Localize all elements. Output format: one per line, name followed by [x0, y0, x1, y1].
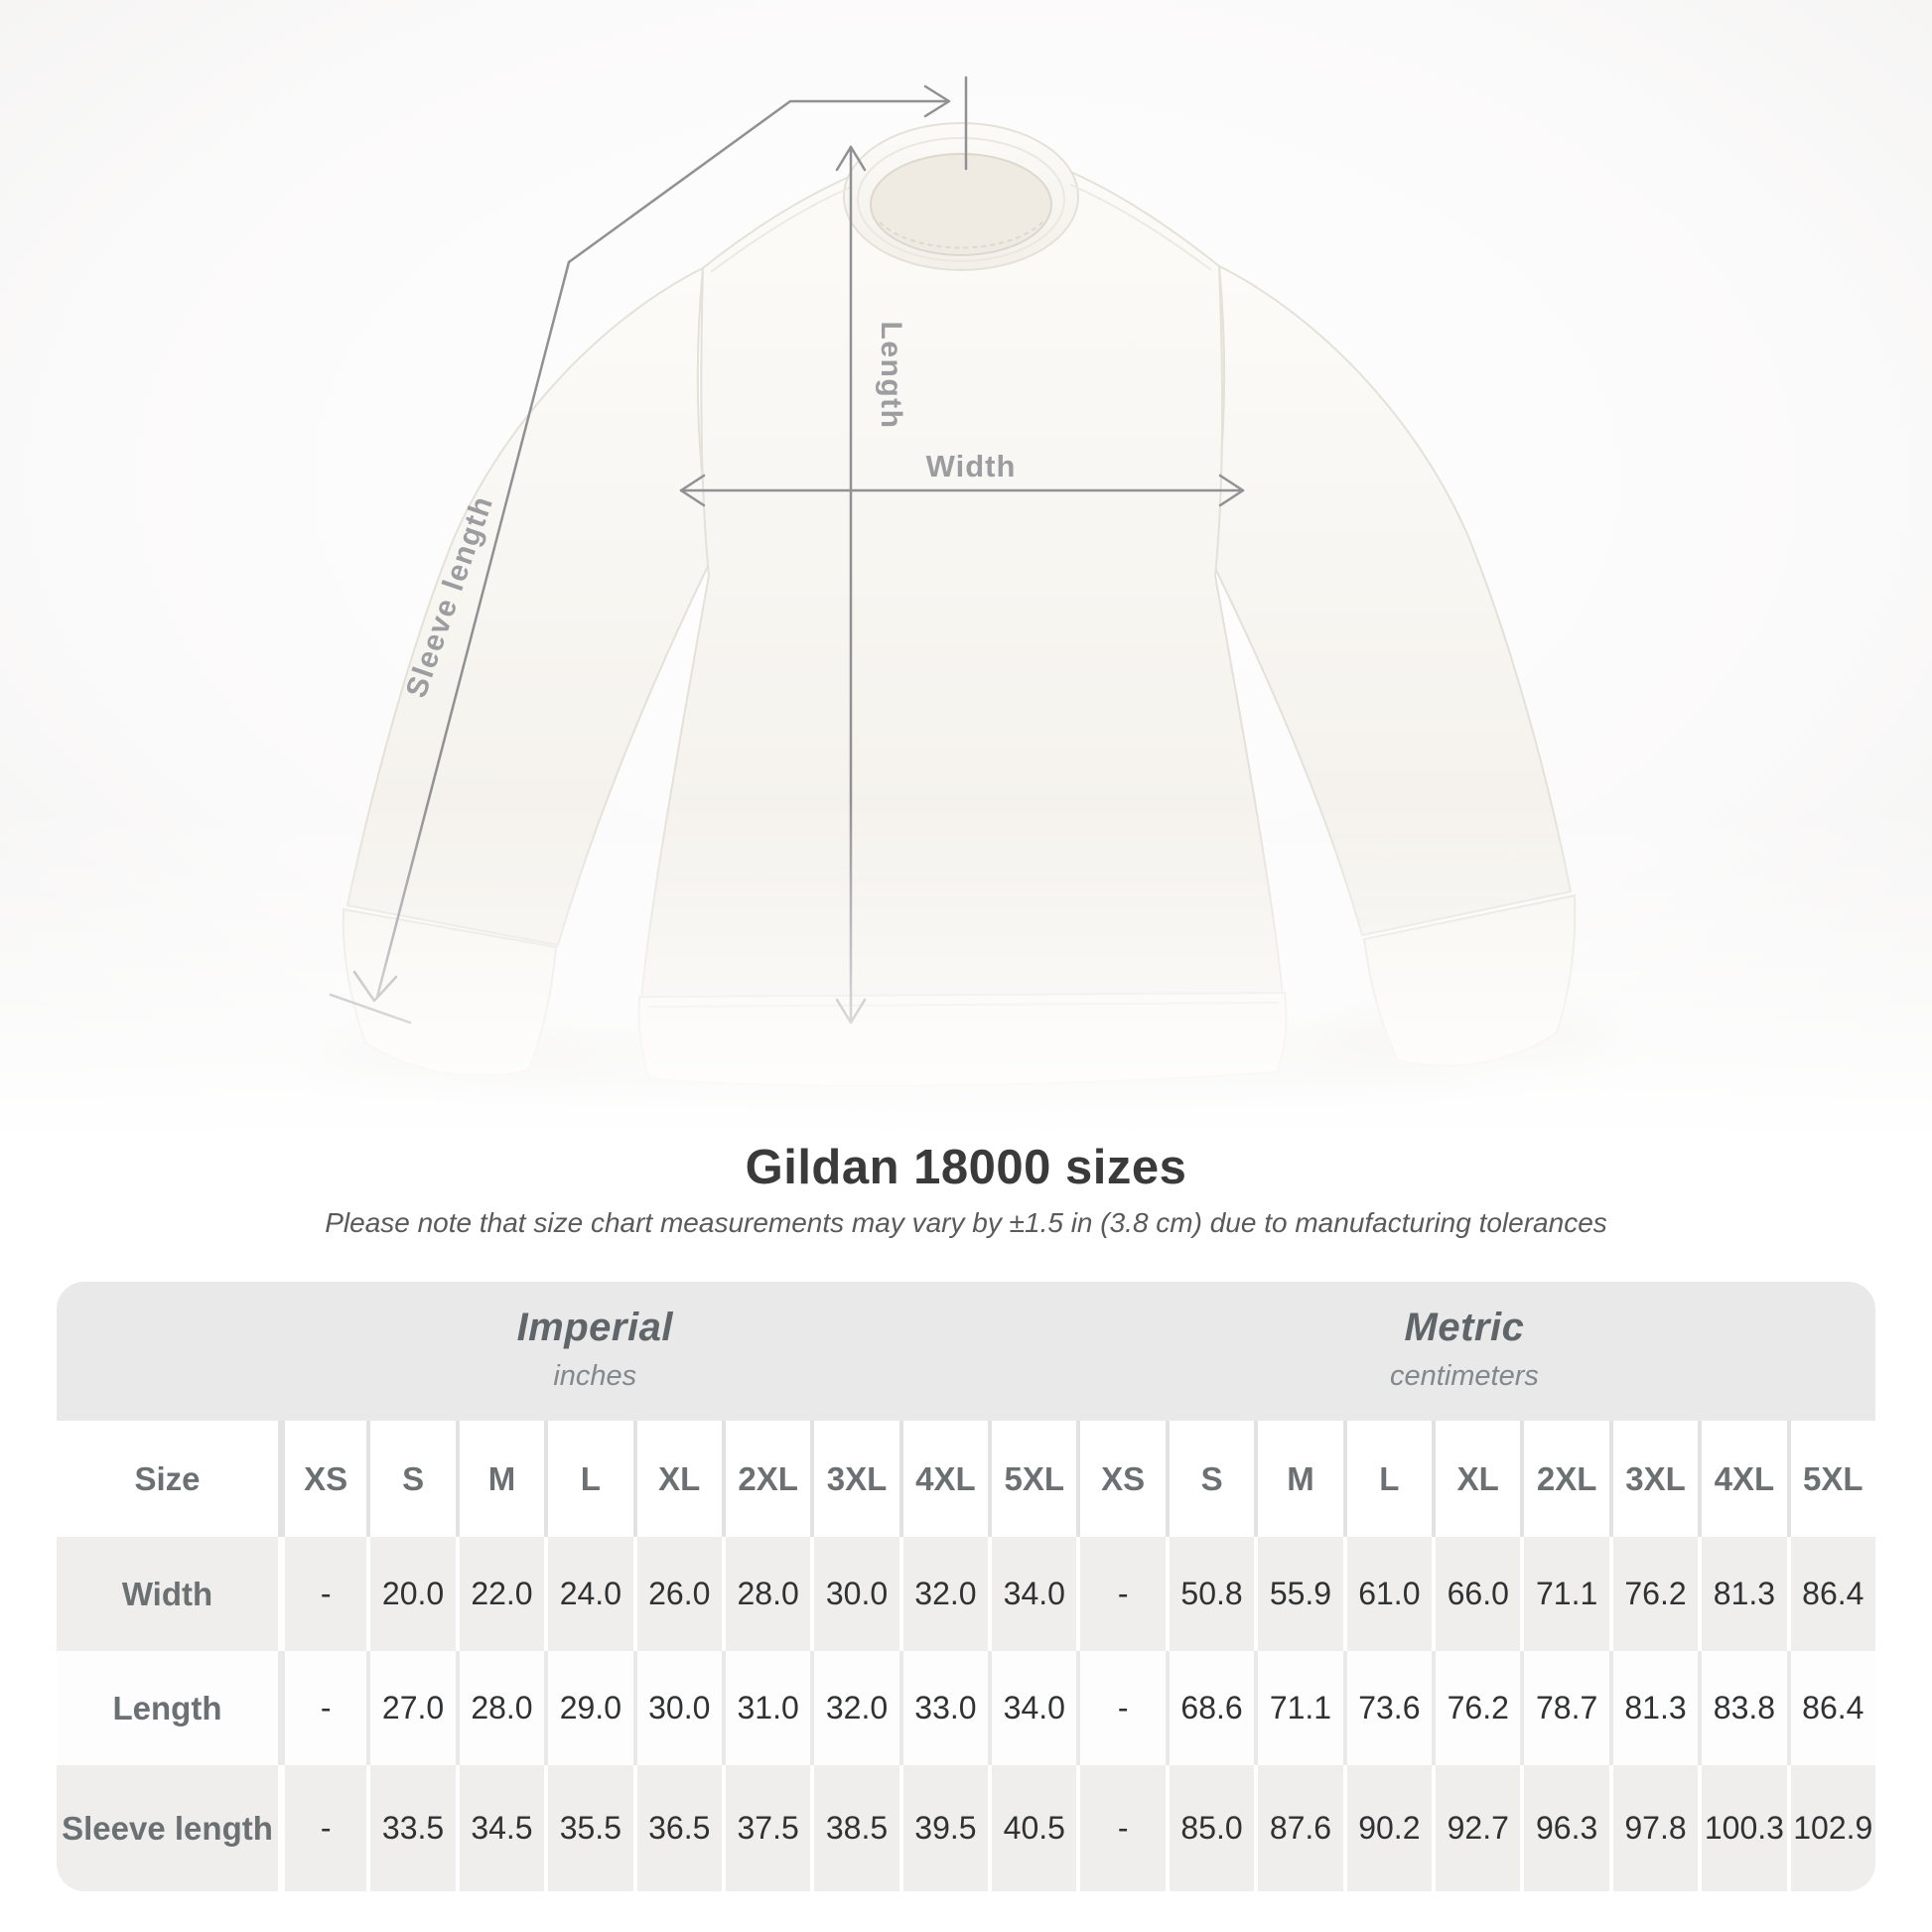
- value-cell: 102.9: [1786, 1765, 1875, 1891]
- column-header-l-metric: L: [1342, 1421, 1433, 1537]
- group-imperial: Imperial inches: [517, 1306, 673, 1393]
- value-cell: 34.5: [455, 1765, 545, 1891]
- column-header-m-metric: M: [1254, 1421, 1343, 1537]
- column-header-s-metric: S: [1165, 1421, 1255, 1537]
- value-cell: 30.0: [632, 1651, 722, 1765]
- value-cell: 73.6: [1342, 1651, 1433, 1765]
- size-grid: Size XS S M L XL 2XL 3XL 4XL 5XL XS S M L XL 2XL 3XL 4XL 5…: [57, 1421, 1875, 1891]
- value-cell: 34.0: [988, 1651, 1077, 1765]
- column-header-3xl-metric: 3XL: [1608, 1421, 1699, 1537]
- value-cell: -: [278, 1765, 367, 1891]
- value-cell: 33.5: [366, 1765, 456, 1891]
- backdrop-fade: [0, 0, 1932, 1142]
- group-metric: Metric centimeters: [1390, 1306, 1539, 1393]
- imperial-label: Imperial: [516, 1306, 673, 1349]
- value-cell: 81.3: [1608, 1651, 1699, 1765]
- value-cell: 32.0: [898, 1537, 989, 1651]
- row-label: Length: [57, 1651, 278, 1765]
- row-label: Width: [57, 1537, 278, 1651]
- column-header-2xl-metric: 2XL: [1520, 1421, 1609, 1537]
- sweatshirt-measurement-diagram: Length Width Sleeve length: [0, 0, 1932, 1142]
- value-cell: 35.5: [544, 1765, 633, 1891]
- value-cell: 87.6: [1254, 1765, 1343, 1891]
- value-cell: 97.8: [1608, 1765, 1699, 1891]
- value-cell: 85.0: [1165, 1765, 1255, 1891]
- value-cell: 50.8: [1165, 1537, 1255, 1651]
- metric-label: Metric: [1404, 1306, 1525, 1349]
- value-cell: 34.0: [988, 1537, 1077, 1651]
- column-header-4xl-imperial: 4XL: [898, 1421, 989, 1537]
- column-header-3xl-imperial: 3XL: [810, 1421, 899, 1537]
- value-cell: 86.4: [1786, 1651, 1875, 1765]
- value-cell: 100.3: [1698, 1765, 1787, 1891]
- column-header-m-imperial: M: [455, 1421, 545, 1537]
- value-cell: 66.0: [1432, 1537, 1521, 1651]
- value-cell: 33.0: [898, 1651, 989, 1765]
- value-cell: 37.5: [721, 1765, 811, 1891]
- column-header-4xl-metric: 4XL: [1698, 1421, 1787, 1537]
- value-cell: 28.0: [721, 1537, 811, 1651]
- column-header-2xl-imperial: 2XL: [721, 1421, 811, 1537]
- value-cell: 36.5: [632, 1765, 722, 1891]
- value-cell: 38.5: [810, 1765, 899, 1891]
- tolerance-note: Please note that size chart measurements…: [325, 1207, 1607, 1238]
- value-cell: 32.0: [810, 1651, 899, 1765]
- value-cell: 40.5: [988, 1765, 1077, 1891]
- value-cell: 76.2: [1432, 1651, 1521, 1765]
- column-header-5xl-metric: 5XL: [1786, 1421, 1875, 1537]
- column-header-xs-metric: XS: [1076, 1421, 1166, 1537]
- value-cell: 83.8: [1698, 1651, 1787, 1765]
- column-header-xl-imperial: XL: [632, 1421, 722, 1537]
- value-cell: 26.0: [632, 1537, 722, 1651]
- value-cell: 22.0: [455, 1537, 545, 1651]
- column-header-l-imperial: L: [544, 1421, 633, 1537]
- table-group-header: Imperial inches Metric centimeters: [57, 1282, 1875, 1421]
- value-cell: 61.0: [1342, 1537, 1433, 1651]
- size-corner-header: Size: [57, 1421, 278, 1537]
- value-cell: 31.0: [721, 1651, 811, 1765]
- value-cell: 24.0: [544, 1537, 633, 1651]
- row-label: Sleeve length: [57, 1765, 278, 1891]
- value-cell: 78.7: [1520, 1651, 1609, 1765]
- value-cell: -: [1076, 1765, 1166, 1891]
- size-table: Imperial inches Metric centimeters Size X…: [57, 1282, 1875, 1891]
- value-cell: 55.9: [1254, 1537, 1343, 1651]
- value-cell: 76.2: [1608, 1537, 1699, 1651]
- value-cell: 30.0: [810, 1537, 899, 1651]
- value-cell: 92.7: [1432, 1765, 1521, 1891]
- value-cell: -: [278, 1651, 367, 1765]
- value-cell: 90.2: [1342, 1765, 1433, 1891]
- value-cell: 29.0: [544, 1651, 633, 1765]
- column-header-s-imperial: S: [366, 1421, 456, 1537]
- value-cell: 86.4: [1786, 1537, 1875, 1651]
- imperial-unit-label: inches: [553, 1360, 637, 1392]
- value-cell: -: [278, 1537, 367, 1651]
- value-cell: 71.1: [1254, 1651, 1343, 1765]
- value-cell: 39.5: [898, 1765, 989, 1891]
- value-cell: -: [1076, 1537, 1166, 1651]
- value-cell: 71.1: [1520, 1537, 1609, 1651]
- metric-unit-label: centimeters: [1390, 1360, 1539, 1392]
- value-cell: -: [1076, 1651, 1166, 1765]
- column-header-5xl-imperial: 5XL: [988, 1421, 1077, 1537]
- value-cell: 20.0: [366, 1537, 456, 1651]
- value-cell: 96.3: [1520, 1765, 1609, 1891]
- value-cell: 68.6: [1165, 1651, 1255, 1765]
- page-title: Gildan 18000 sizes: [745, 1141, 1187, 1194]
- value-cell: 27.0: [366, 1651, 456, 1765]
- value-cell: 81.3: [1698, 1537, 1787, 1651]
- value-cell: 28.0: [455, 1651, 545, 1765]
- column-header-xl-metric: XL: [1432, 1421, 1521, 1537]
- column-header-xs-imperial: XS: [278, 1421, 367, 1537]
